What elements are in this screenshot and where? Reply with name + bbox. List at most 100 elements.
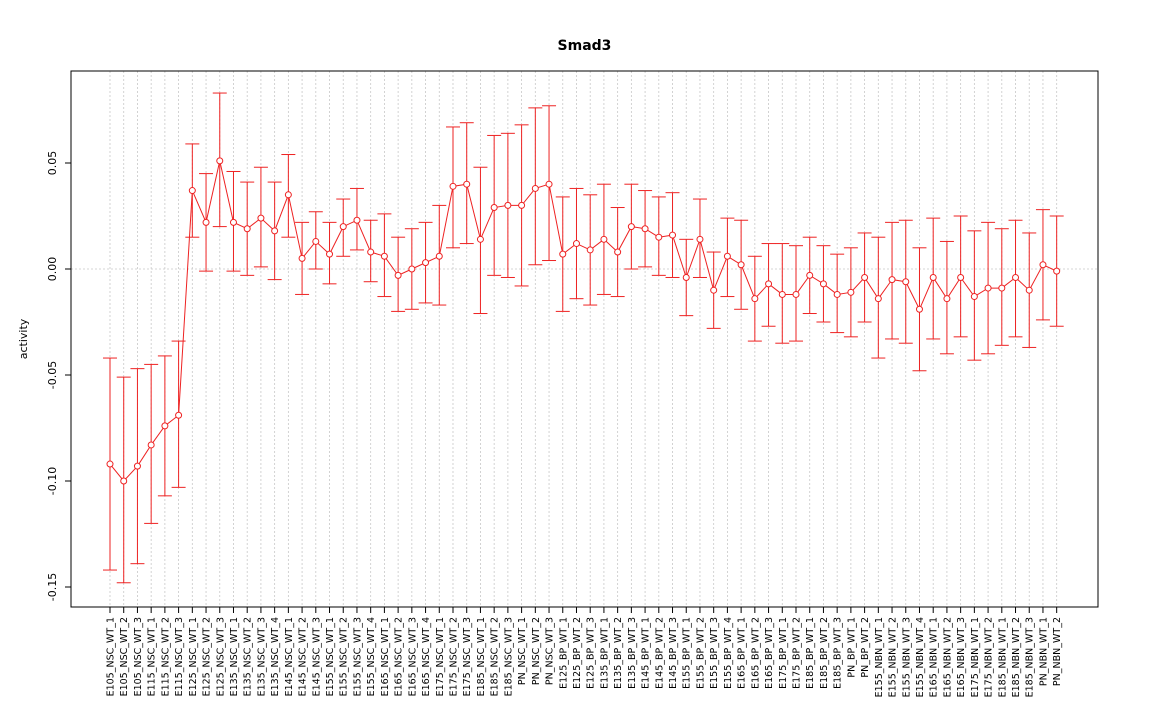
data-point	[545, 180, 553, 188]
data-point	[408, 265, 416, 273]
chart-title: Smad3	[558, 38, 612, 54]
x-tick-label: PN_BP_WT_1	[846, 617, 857, 678]
data-point	[1053, 267, 1061, 275]
x-tick-label: E125_BP_WT_3	[586, 617, 597, 689]
data-point	[531, 184, 539, 192]
x-tick-label: E145_BP_WT_1	[641, 617, 652, 689]
x-tick-label: E165_NSC_WT_3	[407, 617, 418, 696]
x-tick-label: E185_NBN_WT_1	[997, 617, 1008, 697]
x-tick-label: E125_NSC_WT_1	[188, 617, 199, 696]
data-point	[271, 227, 279, 235]
x-tick-label: E155_BP_WT_3	[709, 617, 720, 689]
x-tick-label: E165_BP_WT_3	[764, 617, 775, 689]
y-tick-label: 0.05	[46, 151, 59, 176]
x-tick-label: E135_NSC_WT_3	[256, 617, 267, 696]
x-tick-label: E145_BP_WT_2	[654, 617, 665, 689]
x-tick-label: E155_NSC_WT_1	[325, 617, 336, 696]
data-point	[243, 225, 251, 233]
x-tick-label: E155_BP_WT_1	[682, 617, 693, 689]
data-point	[394, 271, 402, 279]
x-tick-label: E165_NSC_WT_1	[380, 617, 391, 696]
data-point	[847, 288, 855, 296]
x-tick-label: E165_NBN_WT_2	[942, 617, 953, 697]
x-tick-label: E105_NSC_WT_2	[119, 617, 130, 696]
data-point	[957, 273, 965, 281]
x-tick-label: PN_NBN_WT_1	[1038, 617, 1049, 686]
data-point	[737, 261, 745, 269]
x-tick-label: E115_NSC_WT_2	[160, 617, 171, 696]
data-point	[257, 214, 265, 222]
data-point	[298, 254, 306, 262]
data-point	[202, 218, 210, 226]
data-point	[504, 201, 512, 209]
data-point	[463, 180, 471, 188]
x-tick-label: E155_NSC_WT_2	[339, 617, 350, 696]
x-tick-label: E145_BP_WT_3	[668, 617, 679, 689]
x-tick-label: E125_NSC_WT_2	[202, 617, 213, 696]
data-point	[915, 305, 923, 313]
x-tick-label: E185_NBN_WT_3	[1025, 617, 1036, 697]
x-tick-label: E155_NBN_WT_1	[874, 617, 885, 697]
x-tick-label: PN_NSC_WT_1	[517, 617, 528, 685]
data-point	[449, 182, 457, 190]
data-point	[518, 201, 526, 209]
x-tick-label: E155_NBN_WT_2	[888, 617, 899, 697]
x-tick-label: E105_NSC_WT_1	[106, 617, 117, 696]
x-tick-label: E135_BP_WT_1	[599, 617, 610, 689]
x-tick-label: E185_NSC_WT_1	[476, 617, 487, 696]
data-point	[353, 216, 361, 224]
data-point	[984, 284, 992, 292]
x-tick-label: E135_NSC_WT_2	[243, 617, 254, 696]
x-tick-label: E145_NSC_WT_1	[284, 617, 295, 696]
data-point	[161, 422, 169, 430]
data-point	[861, 273, 869, 281]
plot-frame	[70, 70, 1099, 608]
data-point	[188, 187, 196, 195]
data-point	[819, 280, 827, 288]
x-tick-label: E115_NSC_WT_1	[147, 617, 158, 696]
data-point	[641, 225, 649, 233]
data-point	[998, 284, 1006, 292]
x-tick-label: E175_NSC_WT_1	[435, 617, 446, 696]
x-tick-label: E125_BP_WT_2	[572, 617, 583, 689]
x-tick-label: E135_NSC_WT_4	[270, 617, 281, 696]
data-point	[888, 276, 896, 284]
y-axis-label: activity	[17, 318, 30, 359]
errorbar-layer	[103, 92, 1064, 584]
data-point	[435, 252, 443, 260]
data-point	[874, 295, 882, 303]
data-point	[367, 248, 375, 256]
x-tick-label: E165_NSC_WT_4	[421, 617, 432, 696]
x-tick-label: PN_NBN_WT_2	[1052, 617, 1063, 686]
x-tick-label: E185_NSC_WT_2	[490, 617, 501, 696]
data-point	[380, 252, 388, 260]
data-point	[422, 259, 430, 267]
x-tick-label: E105_NSC_WT_3	[133, 617, 144, 696]
x-tick-label: E165_NBN_WT_3	[956, 617, 967, 697]
data-point	[490, 204, 498, 212]
y-tick-label: -0.05	[46, 361, 59, 389]
x-tick-label: E175_BP_WT_2	[792, 617, 803, 689]
data-point	[723, 252, 731, 260]
data-point	[229, 218, 237, 226]
x-tick-label: E145_NSC_WT_3	[311, 617, 322, 696]
data-point	[559, 250, 567, 258]
line-layer	[109, 160, 1057, 482]
data-point	[792, 290, 800, 298]
y-axis: -0.15 -0.10 -0.05 0.00 0.05	[46, 151, 71, 601]
data-point	[175, 411, 183, 419]
x-tick-label: E155_NBN_WT_4	[915, 617, 926, 697]
data-point	[682, 273, 690, 281]
data-point	[326, 250, 334, 258]
data-point	[133, 462, 141, 470]
x-tick-label: PN_BP_WT_2	[860, 617, 871, 678]
x-tick-label: E135_BP_WT_2	[613, 617, 624, 689]
x-tick-label: E155_BP_WT_4	[723, 617, 734, 689]
x-tick-label: E185_BP_WT_1	[805, 617, 816, 689]
data-point	[106, 460, 114, 468]
grid-layer	[71, 71, 1098, 607]
data-point	[902, 278, 910, 286]
data-point	[833, 290, 841, 298]
data-point	[655, 233, 663, 241]
data-point	[696, 235, 704, 243]
